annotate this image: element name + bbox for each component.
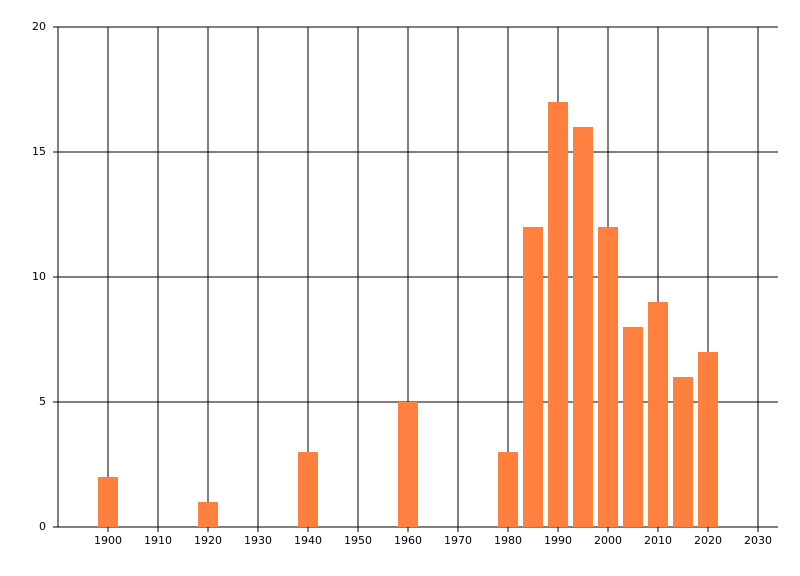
bar xyxy=(198,502,218,527)
bar xyxy=(98,477,118,527)
bar xyxy=(548,102,568,527)
x-tick-label: 1990 xyxy=(544,534,572,547)
y-tick-label: 5 xyxy=(39,395,46,408)
bar xyxy=(648,302,668,527)
x-tick-label: 1960 xyxy=(394,534,422,547)
bar xyxy=(698,352,718,527)
x-tick-label: 1970 xyxy=(444,534,472,547)
bar xyxy=(523,227,543,527)
y-tick-label: 15 xyxy=(32,145,46,158)
bar xyxy=(673,377,693,527)
bar xyxy=(623,327,643,527)
bar xyxy=(498,452,518,527)
bar xyxy=(598,227,618,527)
x-tick-label: 1940 xyxy=(294,534,322,547)
x-tick-label: 1900 xyxy=(94,534,122,547)
x-tick-label: 2030 xyxy=(744,534,772,547)
y-tick-label: 20 xyxy=(32,20,46,33)
y-tick-label: 0 xyxy=(39,520,46,533)
x-tick-label: 2000 xyxy=(594,534,622,547)
y-tick-label: 10 xyxy=(32,270,46,283)
bar xyxy=(573,127,593,527)
x-tick-label: 2020 xyxy=(694,534,722,547)
x-tick-label: 2010 xyxy=(644,534,672,547)
bar xyxy=(398,402,418,527)
x-tick-label: 1930 xyxy=(244,534,272,547)
x-tick-label: 1950 xyxy=(344,534,372,547)
bar xyxy=(298,452,318,527)
x-tick-label: 1910 xyxy=(144,534,172,547)
x-tick-label: 1980 xyxy=(494,534,522,547)
x-tick-label: 1920 xyxy=(194,534,222,547)
